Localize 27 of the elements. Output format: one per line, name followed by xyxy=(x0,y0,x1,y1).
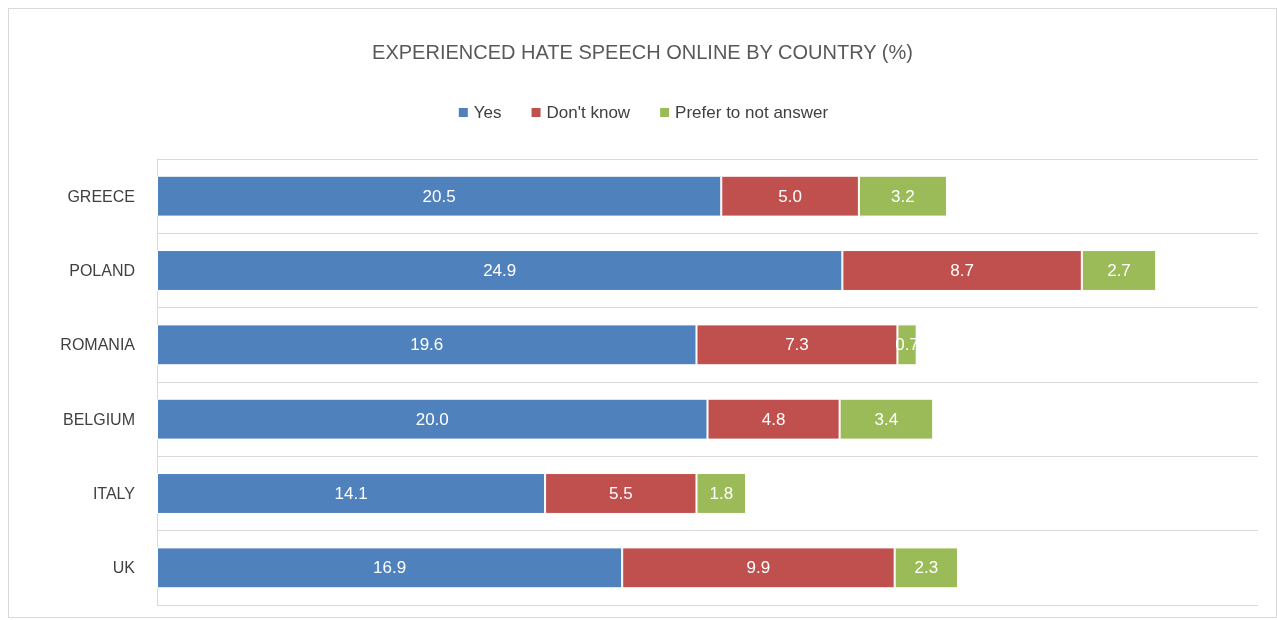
y-tick-label: ROMANIA xyxy=(60,336,136,354)
data-label: 20.0 xyxy=(415,409,449,429)
legend-label: Prefer to not answer xyxy=(675,103,829,122)
data-label: 5.5 xyxy=(608,484,633,503)
data-label: 24.9 xyxy=(483,261,517,280)
data-label: 7.3 xyxy=(785,335,809,355)
data-label: 14.1 xyxy=(334,484,368,503)
data-label: 2.7 xyxy=(1107,261,1131,280)
data-label: 2.3 xyxy=(914,558,939,578)
data-label: 9.9 xyxy=(746,558,771,578)
data-label: 19.6 xyxy=(410,335,444,355)
y-tick-label: UK xyxy=(112,559,136,577)
data-label: 4.8 xyxy=(761,409,786,429)
data-label: 16.9 xyxy=(373,558,407,578)
data-label: 3.2 xyxy=(891,186,915,206)
data-label: 8.7 xyxy=(950,261,974,280)
data-label: 1.8 xyxy=(709,484,734,503)
data-label: 5.0 xyxy=(778,186,802,206)
legend-label: Yes xyxy=(473,103,502,122)
data-label: 20.5 xyxy=(422,186,456,206)
y-tick-label: POLAND xyxy=(69,262,135,279)
y-tick-label: BELGIUM xyxy=(62,410,135,428)
legend-label: Don't know xyxy=(546,103,631,122)
y-tick-label: ITALY xyxy=(92,485,136,502)
data-label: 3.4 xyxy=(874,409,899,429)
y-tick-label: GREECE xyxy=(67,187,135,205)
chart-title: EXPERIENCED HATE SPEECH ONLINE BY COUNTRY (%) xyxy=(372,41,913,63)
